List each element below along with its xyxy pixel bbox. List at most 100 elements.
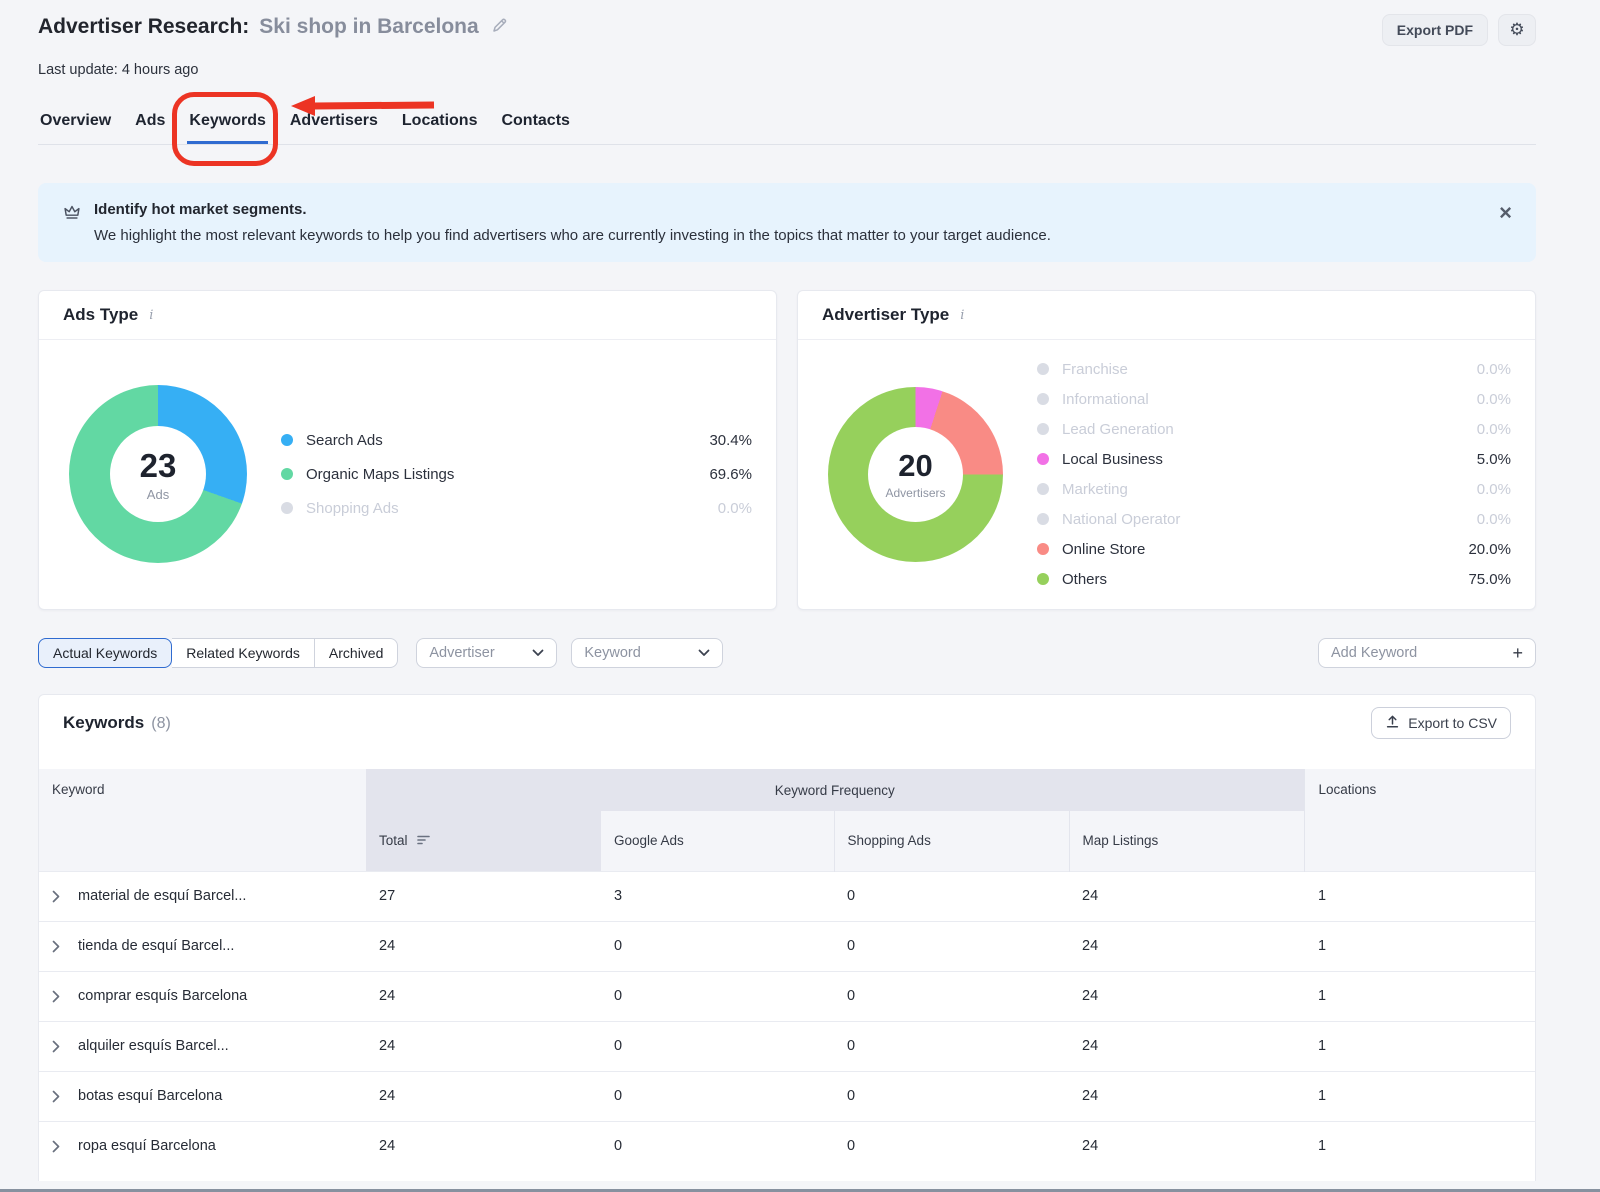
sort-descending-icon xyxy=(417,834,430,849)
chevron-down-icon xyxy=(532,645,544,661)
info-icon[interactable]: i xyxy=(147,308,155,323)
export-pdf-label: Export PDF xyxy=(1397,22,1473,38)
keywords-count-badge: (8) xyxy=(151,715,171,733)
keyword-filter-select[interactable]: Keyword xyxy=(571,638,723,668)
legend-item-informational: Informational 0.0% xyxy=(1037,388,1511,410)
legend-item-others: Others 75.0% xyxy=(1037,568,1511,590)
edit-project-name-button[interactable] xyxy=(489,14,511,39)
advertisers-count-value: 20 xyxy=(898,448,932,484)
google-ads-cell: 0 xyxy=(601,921,834,971)
tab-overview[interactable]: Overview xyxy=(38,110,113,144)
advertiser-filter-select[interactable]: Advertiser xyxy=(416,638,557,668)
column-header-total[interactable]: Total xyxy=(366,811,601,871)
tab-contacts[interactable]: Contacts xyxy=(499,110,571,144)
advertiser-type-title: Advertiser Type xyxy=(822,305,949,325)
legend-dot xyxy=(1037,423,1049,435)
expand-row-icon[interactable] xyxy=(52,940,60,953)
expand-row-icon[interactable] xyxy=(52,890,60,903)
table-row[interactable]: material de esquí Barcel... 27 3 0 24 1 xyxy=(39,871,1535,921)
tab-ads[interactable]: Ads xyxy=(133,110,167,144)
banner-close-button[interactable]: × xyxy=(1499,205,1512,221)
expand-row-icon[interactable] xyxy=(52,1140,60,1153)
ads-type-donut-chart: 23 Ads xyxy=(69,385,247,563)
legend-item-shopping-ads: Shopping Ads 0.0% xyxy=(281,497,752,519)
view-archived-button[interactable]: Archived xyxy=(315,638,398,668)
ads-count-value: 23 xyxy=(140,447,177,485)
view-actual-keywords-button[interactable]: Actual Keywords xyxy=(38,638,172,668)
keyword-cell: material de esquí Barcel... xyxy=(78,888,246,904)
map-listings-cell: 24 xyxy=(1069,971,1304,1021)
legend-dot xyxy=(281,434,293,446)
ads-type-title: Ads Type xyxy=(63,305,138,325)
keyword-cell: alquiler esquís Barcel... xyxy=(78,1038,229,1054)
total-cell: 27 xyxy=(366,871,601,921)
legend-dot xyxy=(281,468,293,480)
tab-keywords[interactable]: Keywords xyxy=(187,110,267,144)
legend-dot xyxy=(1037,543,1049,555)
keywords-table-card: Keywords (8) Export to CSV Keyword Keywo… xyxy=(38,694,1536,1181)
legend-item-marketing: Marketing 0.0% xyxy=(1037,478,1511,500)
export-icon xyxy=(1385,714,1400,732)
legend-item-lead-generation: Lead Generation 0.0% xyxy=(1037,418,1511,440)
page-header: Advertiser Research: Ski shop in Barcelo… xyxy=(38,14,1536,46)
main-tabs: Overview Ads Keywords Advertisers Locati… xyxy=(38,110,1536,145)
map-listings-cell: 24 xyxy=(1069,921,1304,971)
chevron-down-icon xyxy=(698,645,710,661)
tab-advertisers[interactable]: Advertisers xyxy=(288,110,380,144)
column-header-map-listings[interactable]: Map Listings xyxy=(1069,811,1304,871)
shopping-ads-cell: 0 xyxy=(834,1021,1069,1071)
legend-dot xyxy=(1037,513,1049,525)
add-keyword-plus-button[interactable]: + xyxy=(1512,643,1523,664)
advertiser-type-legend: Franchise 0.0% Informational 0.0% Lead G… xyxy=(1037,358,1511,590)
shopping-ads-cell: 0 xyxy=(834,871,1069,921)
close-icon: × xyxy=(1499,200,1512,225)
shopping-ads-cell: 0 xyxy=(834,971,1069,1021)
page-title: Advertiser Research: xyxy=(38,15,249,39)
expand-row-icon[interactable] xyxy=(52,990,60,1003)
legend-dot xyxy=(1037,453,1049,465)
charts-row: Ads Type i 23 Ads Search Ads 30.4% xyxy=(38,290,1536,610)
legend-item-national-operator: National Operator 0.0% xyxy=(1037,508,1511,530)
expand-row-icon[interactable] xyxy=(52,1040,60,1053)
keywords-table: Keyword Keyword Frequency Locations Tota… xyxy=(39,769,1535,1171)
table-row[interactable]: comprar esquís Barcelona 24 0 0 24 1 xyxy=(39,971,1535,1021)
export-csv-button[interactable]: Export to CSV xyxy=(1371,707,1511,739)
promo-banner: Identify hot market segments. We highlig… xyxy=(38,183,1536,262)
view-related-keywords-button[interactable]: Related Keywords xyxy=(172,638,315,668)
map-listings-cell: 24 xyxy=(1069,871,1304,921)
total-cell: 24 xyxy=(366,921,601,971)
shopping-ads-cell: 0 xyxy=(834,921,1069,971)
column-header-google-ads[interactable]: Google Ads xyxy=(601,811,834,871)
tab-locations[interactable]: Locations xyxy=(400,110,480,144)
ads-count-unit: Ads xyxy=(147,487,169,502)
export-pdf-button[interactable]: Export PDF xyxy=(1382,14,1488,46)
gear-icon: ⚙ xyxy=(1509,20,1524,40)
locations-cell: 1 xyxy=(1304,1021,1535,1071)
expand-row-icon[interactable] xyxy=(52,1090,60,1103)
google-ads-cell: 0 xyxy=(601,1071,834,1121)
total-cell: 24 xyxy=(366,1071,601,1121)
legend-item-online-store: Online Store 20.0% xyxy=(1037,538,1511,560)
settings-button[interactable]: ⚙ xyxy=(1498,14,1536,46)
column-header-shopping-ads[interactable]: Shopping Ads xyxy=(834,811,1069,871)
banner-description: We highlight the most relevant keywords … xyxy=(94,227,1051,244)
shopping-ads-cell: 0 xyxy=(834,1121,1069,1171)
advertiser-type-card: Advertiser Type i 20 Advertisers Franchi… xyxy=(797,290,1536,610)
shopping-ads-cell: 0 xyxy=(834,1071,1069,1121)
keyword-cell: comprar esquís Barcelona xyxy=(78,988,247,1004)
locations-cell: 1 xyxy=(1304,971,1535,1021)
info-icon[interactable]: i xyxy=(958,308,966,323)
legend-dot xyxy=(1037,363,1049,375)
keywords-view-switch: Actual Keywords Related Keywords Archive… xyxy=(38,638,398,668)
keyword-cell: ropa esquí Barcelona xyxy=(78,1138,216,1154)
column-header-locations: Locations xyxy=(1304,769,1535,871)
google-ads-cell: 0 xyxy=(601,971,834,1021)
table-row[interactable]: tienda de esquí Barcel... 24 0 0 24 1 xyxy=(39,921,1535,971)
table-row[interactable]: ropa esquí Barcelona 24 0 0 24 1 xyxy=(39,1121,1535,1171)
add-keyword-input[interactable]: Add Keyword + xyxy=(1318,638,1536,668)
locations-cell: 1 xyxy=(1304,921,1535,971)
keyword-cell: tienda de esquí Barcel... xyxy=(78,938,234,954)
map-listings-cell: 24 xyxy=(1069,1121,1304,1171)
table-row[interactable]: alquiler esquís Barcel... 24 0 0 24 1 xyxy=(39,1021,1535,1071)
table-row[interactable]: botas esquí Barcelona 24 0 0 24 1 xyxy=(39,1071,1535,1121)
